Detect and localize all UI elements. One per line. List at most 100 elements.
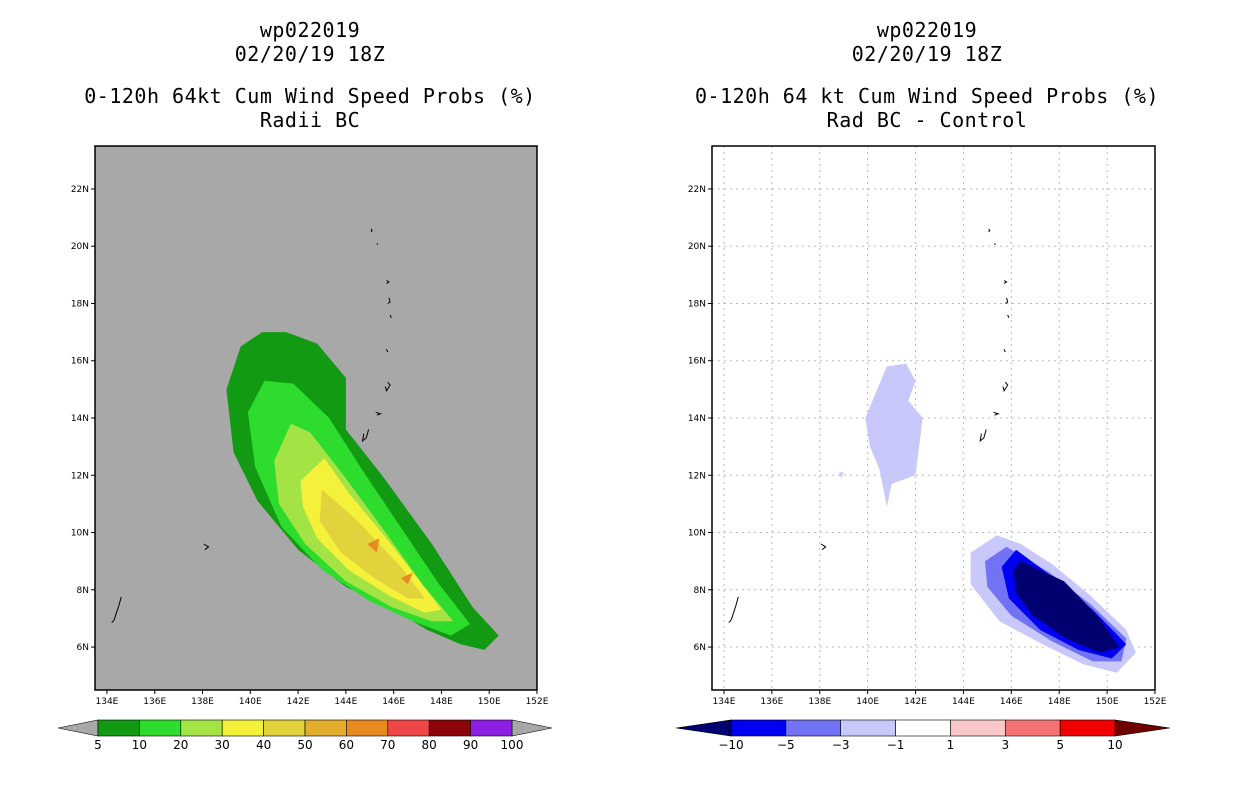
- x-tick-label: 144E: [952, 697, 975, 707]
- y-tick-label: 6N: [694, 643, 706, 653]
- x-tick-label: 140E: [239, 697, 262, 707]
- y-tick-label: 20N: [71, 242, 89, 252]
- contour-60: [400, 572, 413, 585]
- colorbar-label: 10: [1107, 738, 1122, 752]
- colorbar-label: 10: [132, 738, 147, 752]
- contour--10: [1013, 561, 1120, 653]
- y-tick-label: 22N: [71, 185, 89, 195]
- colorbar-label: 1: [947, 738, 955, 752]
- y-tick-label: 8N: [77, 586, 89, 596]
- right-product: 0-120h 64 kt Cum Wind Speed Probs (%): [694, 84, 1160, 108]
- colorbar-label: 100: [501, 738, 524, 752]
- x-tick-label: 142E: [287, 697, 310, 707]
- colorbar-label: 40: [256, 738, 271, 752]
- colorbar-swatch: [1004, 719, 1061, 737]
- colorbar-label: 50: [297, 738, 312, 752]
- right-title: wp022019 02/20/19 18Z 0-120h 64 kt Cum W…: [677, 18, 1177, 132]
- colorbar-swatch: [840, 719, 896, 737]
- left-storm-id: wp022019: [259, 18, 361, 42]
- island-coastline: [389, 314, 392, 318]
- colorbar-swatch: [470, 719, 513, 737]
- colorbar-label: 20: [173, 738, 188, 752]
- island-coastline: [993, 411, 1000, 416]
- island-coastline: [1005, 297, 1009, 304]
- x-tick-label: 146E: [1000, 697, 1023, 707]
- island-coastline: [387, 297, 391, 304]
- colorbar-label: 5: [94, 738, 102, 752]
- island-coastline: [1002, 381, 1009, 393]
- x-tick-label: 148E: [1048, 697, 1071, 707]
- y-tick-label: 16N: [688, 357, 706, 367]
- y-tick-label: 14N: [71, 414, 89, 424]
- colorbar-swatch: [785, 719, 842, 737]
- x-tick-label: 138E: [808, 697, 831, 707]
- colorbar-label: 70: [380, 738, 395, 752]
- island-coastline: [384, 381, 391, 393]
- y-tick-label: 10N: [688, 529, 706, 539]
- right-storm-id: wp022019: [876, 18, 978, 42]
- y-tick-label: 14N: [688, 414, 706, 424]
- x-tick-label: 152E: [1144, 697, 1167, 707]
- colorbar-label: −1: [887, 738, 905, 752]
- right-map-panel: 134E 136E 138E 140E 142E 144E 146E 148E 150E 152E…: [688, 145, 1167, 707]
- y-tick-label: 10N: [71, 529, 89, 539]
- x-tick-label: 138E: [191, 697, 214, 707]
- island-coastline: [203, 543, 210, 551]
- y-tick-label: 8N: [694, 586, 706, 596]
- x-tick-label: 136E: [760, 697, 783, 707]
- island-coastline: [1003, 280, 1008, 284]
- island-coastline: [979, 429, 987, 443]
- y-tick-label: 18N: [71, 299, 89, 309]
- left-title: wp022019 02/20/19 18Z 0-120h 64kt Cum Wi…: [60, 18, 560, 132]
- island-coastline: [386, 349, 389, 353]
- right-date: 02/20/19 18Z: [851, 42, 1003, 66]
- y-tick-label: 16N: [71, 357, 89, 367]
- right-colorbar: −10 −5 −3 −1 1 3 5 10: [675, 719, 1171, 752]
- colorbar-swatch: [346, 719, 389, 737]
- y-tick-label: 18N: [688, 299, 706, 309]
- y-tick-label: 12N: [688, 471, 706, 481]
- island-coastline: [988, 228, 991, 233]
- colorbar-swatch: [221, 719, 264, 737]
- island-coastline: [376, 243, 379, 246]
- x-tick-label: 150E: [1096, 697, 1119, 707]
- contour-60: [367, 538, 380, 553]
- x-tick-label: 140E: [856, 697, 879, 707]
- colorbar-label: 30: [215, 738, 230, 752]
- colorbar-swatch: [97, 719, 140, 737]
- y-tick-label: 6N: [77, 643, 89, 653]
- island-coastline: [994, 243, 996, 246]
- island-coastline: [728, 596, 739, 624]
- contour--1: [865, 363, 923, 507]
- colorbar-swatch: [428, 719, 471, 737]
- colorbar-label: −5: [777, 738, 795, 752]
- y-tick-label: 12N: [71, 471, 89, 481]
- y-tick-label: 20N: [688, 242, 706, 252]
- x-tick-label: 146E: [382, 697, 405, 707]
- left-product: 0-120h 64kt Cum Wind Speed Probs (%): [84, 84, 536, 108]
- island-coastline: [386, 280, 390, 284]
- left-panel-label: Radii BC: [259, 108, 361, 132]
- x-tick-label: 148E: [430, 697, 453, 707]
- colorbar-label: 60: [339, 738, 354, 752]
- colorbar-label: 3: [1001, 738, 1009, 752]
- colorbar-over-triangle: [1114, 719, 1171, 737]
- colorbar-swatch: [895, 719, 951, 737]
- left-date: 02/20/19 18Z: [234, 42, 386, 66]
- colorbar-label: 90: [463, 738, 478, 752]
- contour--1: [838, 472, 844, 479]
- left-colorbar: 5 10 20 30 40 50 60 70 80 90 100: [57, 719, 553, 752]
- colorbar-label: 5: [1056, 738, 1064, 752]
- colorbar-under-triangle: [675, 719, 732, 737]
- x-tick-label: 134E: [96, 697, 119, 707]
- left-map-panel: 134E 136E 138E 140E 142E 144E 146E 148E 150E 152E…: [71, 145, 549, 707]
- right-panel-label: Rad BC - Control: [826, 108, 1028, 132]
- colorbar-label: −10: [718, 738, 743, 752]
- island-coastline: [820, 543, 827, 551]
- island-coastline: [375, 411, 383, 416]
- colorbar-over-triangle: [511, 719, 553, 737]
- island-coastline: [1007, 314, 1010, 318]
- island-coastline: [361, 429, 370, 443]
- x-tick-label: 150E: [478, 697, 501, 707]
